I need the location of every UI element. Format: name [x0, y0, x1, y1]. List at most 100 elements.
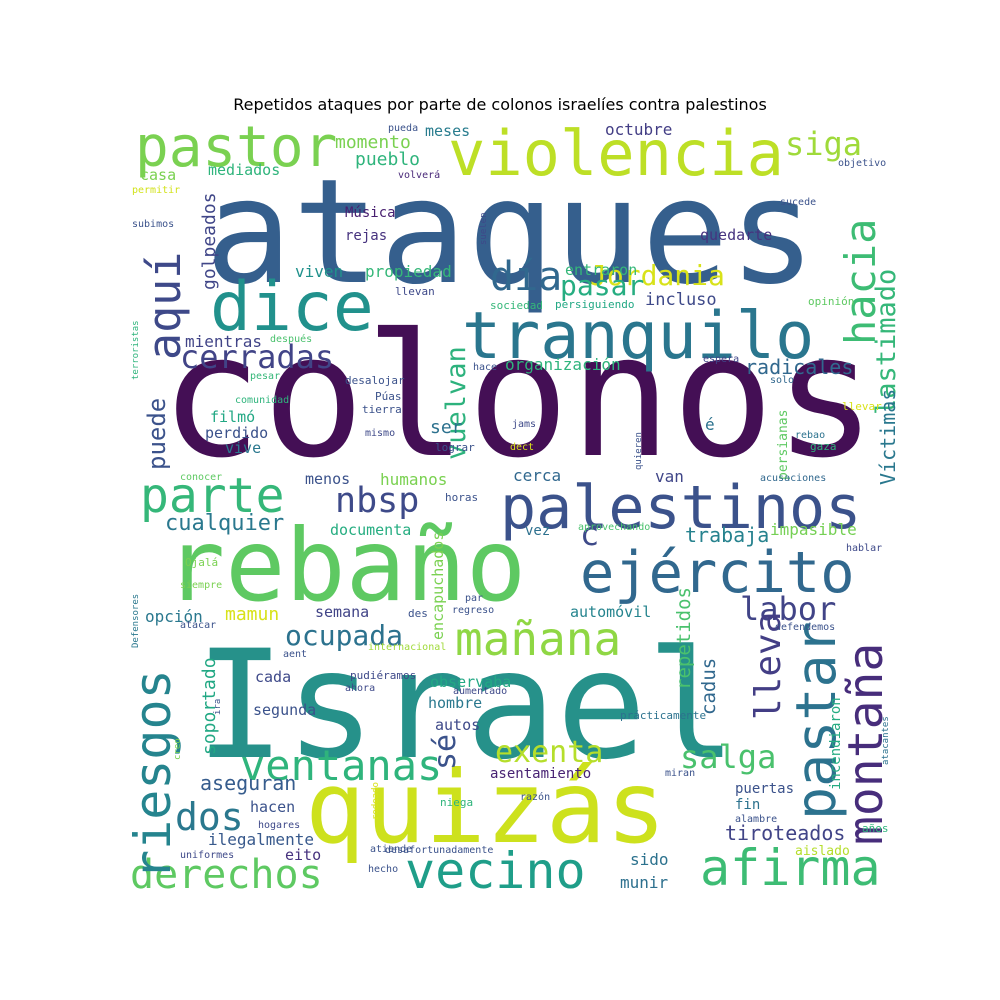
word-94: persianas: [776, 410, 791, 480]
word-56: meses: [425, 122, 470, 140]
word-144: ira: [213, 699, 223, 715]
word-102: objetivo: [838, 158, 886, 169]
word-59: Música: [345, 205, 396, 221]
word-41: cualquier: [165, 511, 284, 536]
word-127: acusaciones: [760, 473, 826, 484]
word-32: exenta: [495, 735, 603, 770]
word-26: siga: [785, 125, 862, 163]
word-48: tiroteados: [725, 821, 845, 845]
word-24: cerradas: [180, 338, 334, 376]
word-58: mediados: [208, 161, 280, 179]
word-91: fin: [735, 797, 760, 813]
word-37: c: [580, 515, 599, 553]
word-46: golpeados: [199, 192, 220, 290]
word-119: jams: [512, 419, 536, 430]
word-62: mientras: [185, 332, 262, 351]
word-25: Jordania: [590, 259, 725, 292]
word-28: vuelvan: [441, 346, 472, 460]
word-27: lastimado: [871, 269, 902, 415]
word-34: dos: [175, 795, 244, 839]
word-53: entraron: [565, 261, 637, 279]
word-101: sucede: [780, 197, 816, 208]
word-47: aseguran: [200, 771, 296, 795]
word-93: incendiaron: [828, 697, 844, 790]
word-121: lograr: [435, 441, 475, 454]
word-151: razón: [520, 791, 550, 803]
word-79: cada: [255, 668, 291, 686]
word-148: miran: [665, 768, 695, 779]
word-90: puertas: [735, 781, 794, 797]
word-0: colonos: [160, 298, 876, 496]
word-83: autos: [435, 716, 480, 734]
word-130: hablar: [846, 543, 882, 554]
word-11: parte: [140, 468, 285, 524]
word-18: mañana: [455, 612, 621, 666]
word-7: palestinos: [500, 473, 861, 543]
word-57: octubre: [605, 120, 672, 139]
word-132: siempre: [180, 580, 222, 591]
word-70: van: [655, 467, 684, 486]
word-133: par: [465, 593, 483, 604]
word-84: asentamiento: [490, 766, 591, 782]
chart-title: Repetidos ataques por parte de colonos i…: [233, 95, 767, 114]
word-107: opinión: [808, 295, 854, 308]
word-29: labor: [740, 590, 836, 628]
word-156: atiende: [370, 844, 412, 855]
word-51: viven: [295, 262, 343, 281]
word-38: Víctimas: [876, 389, 900, 485]
word-30: lleva: [748, 612, 789, 720]
word-113: hace: [473, 362, 497, 373]
word-154: años: [862, 822, 889, 835]
word-3: rebaño: [165, 507, 526, 624]
word-10: dice: [210, 268, 374, 347]
word-129: aprovechando: [578, 522, 650, 533]
word-105: sociedad: [490, 299, 543, 312]
word-12: pastar: [784, 621, 848, 820]
word-31: ocupada: [285, 619, 403, 652]
word-87: eito: [285, 846, 321, 864]
word-141: pudiéramos: [350, 669, 416, 682]
word-8: ejército: [580, 540, 855, 606]
word-149: rodeado: [371, 782, 381, 820]
word-17: riesgos: [124, 669, 182, 880]
word-80: segunda: [253, 701, 316, 719]
word-123: quieren: [634, 432, 644, 470]
word-152: hogares: [258, 820, 300, 831]
word-116: Púas: [375, 390, 402, 403]
word-112: desalojar: [345, 374, 405, 387]
word-153: alambre: [735, 814, 777, 825]
word-124: rebao: [795, 430, 825, 441]
word-140: aent: [283, 649, 307, 660]
word-126: conocer: [180, 472, 222, 483]
word-74: semana: [315, 603, 369, 621]
word-69: cerca: [513, 466, 561, 485]
word-155: uniformes: [180, 850, 234, 861]
word-146: creo: [173, 738, 183, 760]
word-138: defendemos: [775, 622, 835, 633]
word-20: aquí: [138, 252, 191, 360]
word-117: tierra: [362, 403, 402, 416]
word-99: pueda: [388, 123, 418, 134]
word-109: después: [270, 333, 312, 345]
word-36: sé: [428, 734, 463, 770]
word-75: mamun: [225, 604, 279, 625]
word-54: momento: [335, 132, 411, 153]
word-35: pasar: [560, 269, 644, 302]
word-61: quedarte: [700, 226, 772, 244]
word-76: opción: [145, 607, 203, 626]
word-63: filmó: [210, 408, 255, 426]
word-77: automóvil: [570, 603, 651, 621]
word-82: hombre: [428, 694, 482, 712]
word-1: ataques: [205, 148, 816, 317]
word-33: salga: [680, 738, 776, 776]
word-13: montaña: [838, 643, 894, 845]
word-22: hacia: [836, 219, 885, 345]
word-100: suelen: [479, 212, 489, 245]
word-14: vecino: [405, 842, 586, 900]
word-72: vez: [525, 523, 550, 539]
word-106: persiguiendo: [555, 298, 634, 311]
word-85: hacen: [250, 798, 295, 816]
word-89: munir: [620, 873, 669, 892]
word-120: llevar: [842, 400, 882, 413]
word-157: desafortunadamente: [385, 845, 493, 856]
